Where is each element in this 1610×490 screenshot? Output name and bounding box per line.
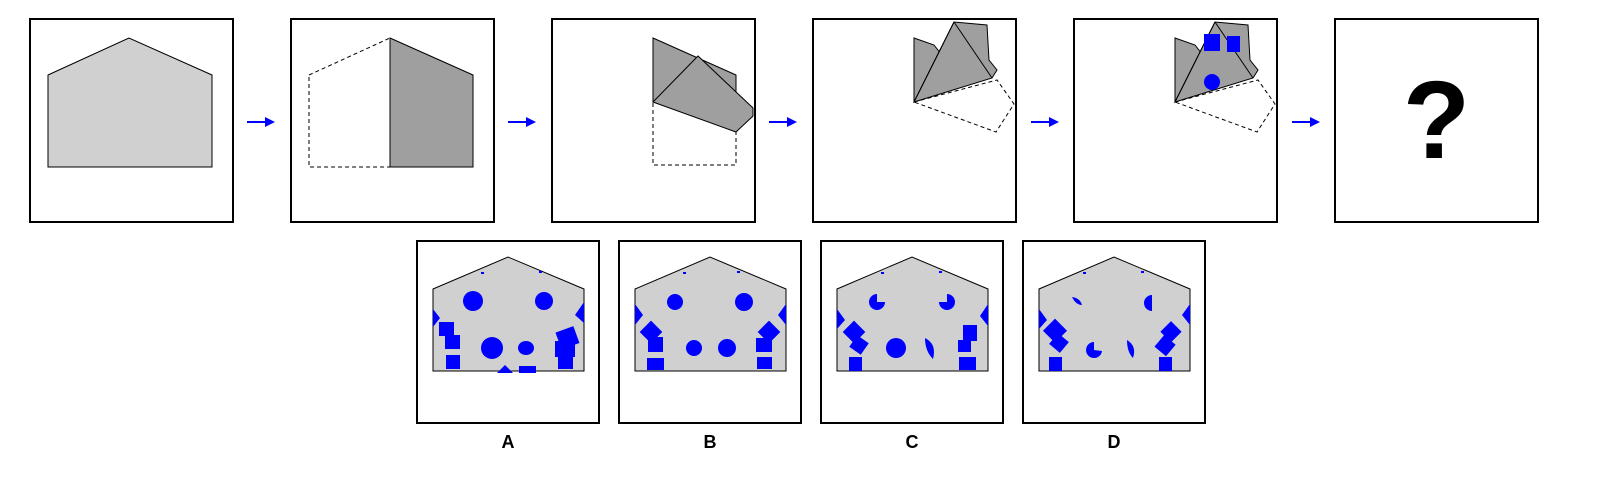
first-fold-diagram [308,37,474,168]
option-a-unfolded-result [432,256,585,373]
option-b-panel[interactable] [618,240,802,424]
arrow-icon [769,117,797,127]
option-a-panel[interactable] [416,240,600,424]
step-2-panel [290,18,495,223]
option-d-unfolded-result [1038,256,1191,372]
option-c-label: C [905,432,919,452]
punched-square-hole [1227,36,1240,52]
step-1-panel [29,18,234,223]
option-c-panel[interactable] [820,240,1004,424]
step-5-panel [1073,18,1278,223]
punched-folded-paper-diagram [1173,21,1276,133]
option-b-unfolded-result [634,256,787,372]
punched-circle-hole [1204,74,1220,90]
answer-placeholder-panel: ? [1334,18,1539,223]
step-3-panel [551,18,756,223]
arrow-icon [1031,117,1059,127]
option-c-unfolded-result [836,256,989,372]
arrow-icon [247,117,275,127]
arrow-icon [508,117,536,127]
option-b-label: B [703,432,717,452]
second-fold-diagram [652,37,754,166]
punched-square-hole [1204,34,1220,51]
arrow-icon [1292,117,1320,127]
option-d-label: D [1107,432,1121,452]
unfolded-paper-pentagon [47,37,213,168]
third-fold-diagram [912,21,1015,133]
option-d-panel[interactable] [1022,240,1206,424]
option-a-label: A [501,432,515,452]
step-4-panel [812,18,1017,223]
question-mark: ? [1402,59,1471,182]
